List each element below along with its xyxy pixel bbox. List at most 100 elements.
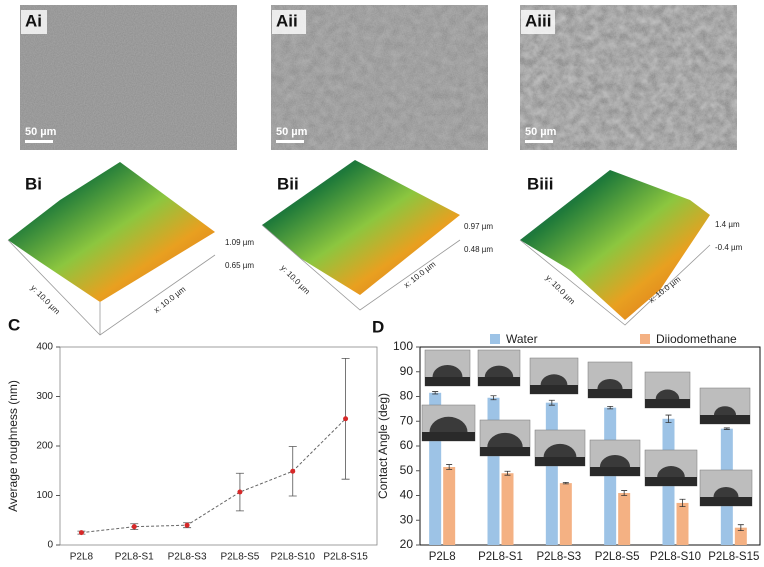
y-tick-label: 100 <box>36 490 53 501</box>
marker <box>78 530 84 536</box>
error-bar <box>723 427 730 430</box>
label-bg <box>21 10 47 34</box>
surfaces <box>7 160 711 336</box>
z-label: 0.48 µm <box>464 245 493 254</box>
x-tick-label: P2L8-S3 <box>168 552 207 563</box>
y-tick-label: 100 <box>393 339 413 353</box>
error-bar <box>490 395 497 401</box>
droplet <box>657 465 685 477</box>
scale-bar-label: 50 µm <box>276 126 308 138</box>
error-bar <box>621 490 628 496</box>
surface-3d <box>262 160 460 295</box>
panel-label: Aiii <box>525 11 551 30</box>
x-tick-label: P2L8-S15 <box>708 551 759 563</box>
axis-box <box>519 239 711 326</box>
y-axis-label-3d: y: 10.0 µm <box>544 273 577 306</box>
droplet <box>540 374 568 385</box>
y-axis-label-3d: y: 10.0 µm <box>29 283 62 316</box>
bar <box>443 467 456 545</box>
legend-label: Water <box>506 332 538 346</box>
error-bar <box>607 406 614 410</box>
error-bar <box>737 524 744 532</box>
bar <box>676 502 689 545</box>
droplet <box>432 365 463 377</box>
error-bar <box>562 481 569 485</box>
substrate <box>700 497 752 506</box>
x-tick-label: P2L8-S3 <box>536 551 581 563</box>
label-bg <box>521 10 555 34</box>
y-axis-label: Contact Angle (deg) <box>376 393 390 499</box>
scale-bar <box>25 140 53 143</box>
legend-label: Diiodomethane <box>656 332 737 346</box>
y-tick-label: 70 <box>400 413 414 427</box>
marker <box>343 416 349 422</box>
y-tick-label: 0 <box>47 540 53 551</box>
z-label: 0.97 µm <box>464 222 493 231</box>
label-bg <box>272 10 306 34</box>
x-tick-label: P2L8-S10 <box>271 552 316 563</box>
panel-label: Biii <box>527 174 553 193</box>
panel-label: Ai <box>25 11 42 30</box>
y-tick-label: 200 <box>36 441 53 452</box>
substrate <box>700 415 750 424</box>
error-bar <box>665 414 672 423</box>
sem-texture <box>520 5 737 150</box>
panel-label: Aii <box>276 11 298 30</box>
substrate <box>588 389 632 398</box>
sem-texture <box>271 5 488 150</box>
marker <box>184 522 190 528</box>
substrate <box>480 447 530 456</box>
x-tick-label: P2L8 <box>70 552 94 563</box>
trend-line <box>81 418 346 534</box>
droplet <box>487 432 523 447</box>
substrate <box>530 385 578 394</box>
y-tick-label: 60 <box>400 438 414 452</box>
droplet <box>599 454 631 467</box>
sem-texture <box>20 5 237 150</box>
marker <box>131 524 137 530</box>
x-tick-label: P2L8-S5 <box>595 551 640 563</box>
y-tick-label: 90 <box>400 364 414 378</box>
bar <box>545 402 558 545</box>
z-label: 1.09 µm <box>225 238 254 247</box>
y-tick-label: 80 <box>400 389 414 403</box>
substrate <box>425 377 470 386</box>
y-tick-label: 20 <box>400 537 414 551</box>
substrate <box>645 477 697 486</box>
droplet <box>543 443 577 457</box>
bar <box>559 483 572 545</box>
legend-swatch <box>490 334 500 344</box>
surface-3d <box>8 162 215 302</box>
substrate <box>422 432 475 441</box>
panel-label: D <box>372 317 384 336</box>
x-tick-label: P2L8-S1 <box>115 552 154 563</box>
x-tick-label: P2L8-S1 <box>478 551 523 563</box>
panel-label: C <box>8 315 20 334</box>
bar <box>501 473 514 545</box>
panel-label: Bi <box>25 174 42 193</box>
x-tick-label: P2L8-S10 <box>650 551 701 563</box>
axis-box <box>7 239 216 336</box>
y-axis-label-3d: y: 10.0 µm <box>279 263 312 296</box>
droplet <box>655 389 680 399</box>
y-tick-label: 400 <box>36 342 53 353</box>
substrate <box>590 467 640 476</box>
z-label: 1.4 µm <box>715 220 740 229</box>
droplet <box>484 365 514 377</box>
sem-images <box>20 5 737 150</box>
x-axis-label-3d: x: 10.0 µm <box>402 259 437 289</box>
surface-3d <box>520 170 710 320</box>
panel-label: Bii <box>277 174 299 193</box>
droplet <box>429 416 468 432</box>
x-tick-label: P2L8-S15 <box>323 552 368 563</box>
bar <box>734 527 747 545</box>
y-tick-label: 300 <box>36 391 53 402</box>
y-tick-label: 40 <box>400 488 414 502</box>
droplet <box>714 406 736 415</box>
scale-bar-label: 50 µm <box>525 126 557 138</box>
substrate <box>535 457 585 466</box>
z-label: -0.4 µm <box>715 243 743 252</box>
bar <box>618 493 631 545</box>
error-bar <box>679 498 686 508</box>
